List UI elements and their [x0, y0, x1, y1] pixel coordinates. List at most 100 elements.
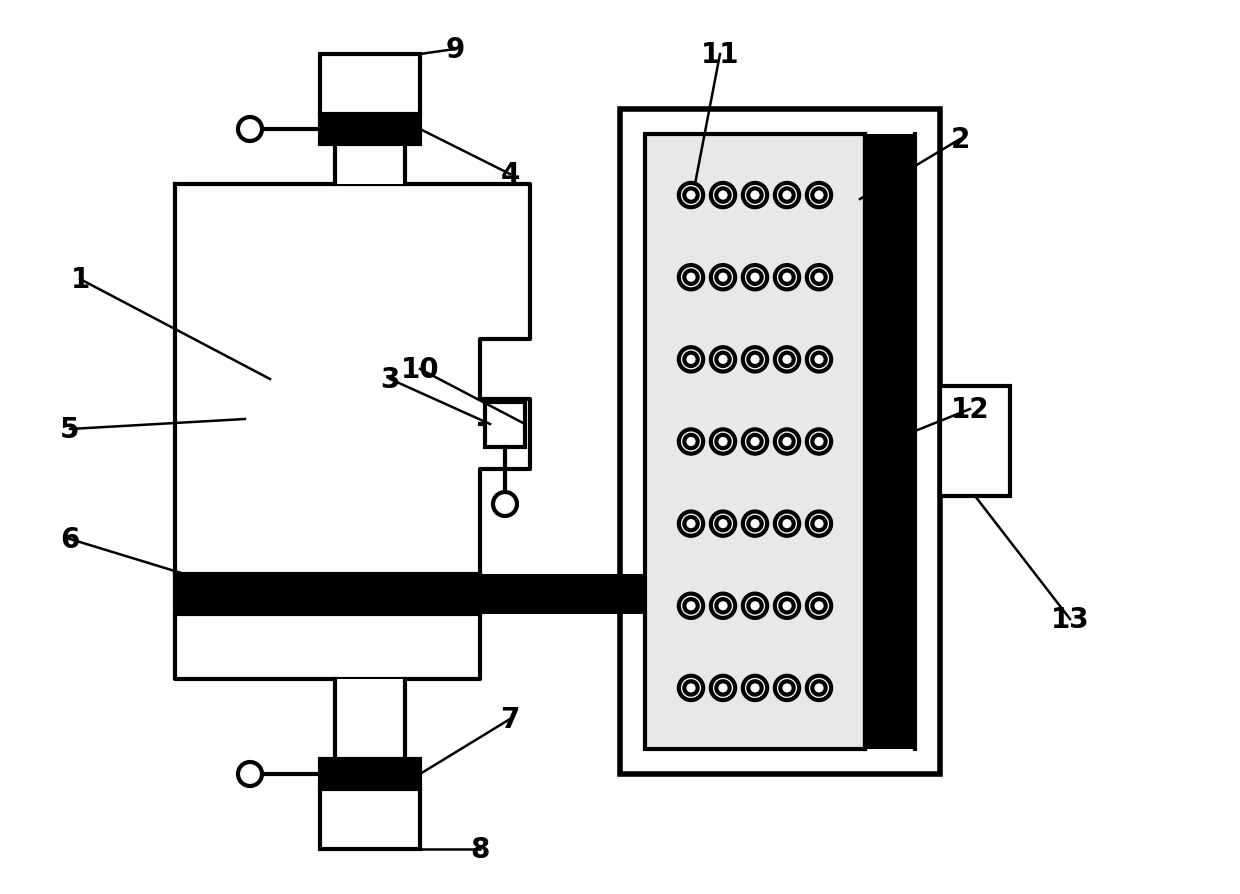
- Circle shape: [748, 353, 761, 367]
- Text: 5: 5: [61, 416, 79, 443]
- Circle shape: [717, 190, 729, 203]
- Circle shape: [684, 353, 698, 367]
- Circle shape: [812, 190, 826, 203]
- Text: 10: 10: [401, 356, 439, 384]
- Circle shape: [711, 430, 735, 454]
- Circle shape: [812, 271, 826, 284]
- Circle shape: [743, 512, 768, 536]
- Circle shape: [748, 600, 761, 612]
- Circle shape: [717, 435, 729, 449]
- Circle shape: [678, 430, 703, 454]
- Circle shape: [775, 183, 799, 208]
- Circle shape: [807, 266, 831, 290]
- Circle shape: [684, 600, 698, 612]
- Circle shape: [743, 594, 768, 619]
- Text: 9: 9: [445, 36, 465, 64]
- Circle shape: [711, 348, 735, 372]
- Circle shape: [807, 183, 831, 208]
- Text: 4: 4: [500, 161, 520, 189]
- Circle shape: [743, 183, 768, 208]
- Circle shape: [238, 763, 262, 786]
- Bar: [866, 135, 915, 749]
- Circle shape: [678, 512, 703, 536]
- Bar: [645, 135, 866, 749]
- Bar: [320, 114, 420, 145]
- Bar: [320, 55, 420, 145]
- Circle shape: [748, 681, 761, 695]
- Text: 12: 12: [951, 395, 990, 424]
- Circle shape: [775, 266, 799, 290]
- Text: 11: 11: [701, 41, 739, 69]
- Bar: [320, 759, 420, 789]
- Text: 2: 2: [950, 126, 970, 154]
- Circle shape: [678, 348, 703, 372]
- Circle shape: [775, 676, 799, 700]
- Circle shape: [743, 348, 768, 372]
- Circle shape: [780, 600, 794, 612]
- Circle shape: [743, 430, 768, 454]
- Circle shape: [812, 353, 826, 367]
- Circle shape: [711, 676, 735, 700]
- Circle shape: [807, 512, 831, 536]
- Bar: [335, 679, 405, 759]
- Circle shape: [678, 594, 703, 619]
- Circle shape: [775, 512, 799, 536]
- Circle shape: [717, 518, 729, 531]
- Circle shape: [684, 271, 698, 284]
- Circle shape: [678, 266, 703, 290]
- Circle shape: [780, 353, 794, 367]
- Circle shape: [748, 518, 761, 531]
- Circle shape: [780, 271, 794, 284]
- Circle shape: [494, 493, 517, 517]
- Circle shape: [238, 118, 262, 142]
- Circle shape: [717, 600, 729, 612]
- Circle shape: [711, 183, 735, 208]
- Bar: [320, 759, 420, 849]
- Polygon shape: [175, 185, 529, 679]
- Circle shape: [812, 600, 826, 612]
- Circle shape: [748, 271, 761, 284]
- Circle shape: [780, 518, 794, 531]
- Circle shape: [684, 681, 698, 695]
- Circle shape: [711, 512, 735, 536]
- Circle shape: [812, 435, 826, 449]
- Text: 6: 6: [61, 526, 79, 553]
- Bar: [335, 100, 405, 185]
- Text: 7: 7: [500, 705, 520, 733]
- Bar: [620, 110, 940, 774]
- Circle shape: [711, 266, 735, 290]
- Circle shape: [812, 681, 826, 695]
- Circle shape: [717, 271, 729, 284]
- Bar: [940, 386, 1011, 496]
- Circle shape: [678, 676, 703, 700]
- Circle shape: [775, 594, 799, 619]
- Text: 3: 3: [381, 366, 399, 393]
- Circle shape: [678, 183, 703, 208]
- Circle shape: [711, 594, 735, 619]
- Circle shape: [684, 435, 698, 449]
- Circle shape: [780, 681, 794, 695]
- Circle shape: [717, 353, 729, 367]
- Circle shape: [684, 190, 698, 203]
- Circle shape: [775, 348, 799, 372]
- Circle shape: [780, 435, 794, 449]
- Bar: [175, 574, 835, 614]
- Circle shape: [807, 594, 831, 619]
- Circle shape: [743, 266, 768, 290]
- Circle shape: [807, 676, 831, 700]
- Bar: [175, 574, 480, 614]
- Bar: [485, 402, 525, 448]
- Circle shape: [684, 518, 698, 531]
- Text: 13: 13: [1050, 605, 1089, 633]
- Circle shape: [807, 348, 831, 372]
- Circle shape: [743, 676, 768, 700]
- Text: 8: 8: [470, 835, 490, 863]
- Text: 1: 1: [71, 266, 89, 293]
- Circle shape: [748, 190, 761, 203]
- Circle shape: [807, 430, 831, 454]
- Circle shape: [780, 190, 794, 203]
- Circle shape: [748, 435, 761, 449]
- Circle shape: [775, 430, 799, 454]
- Circle shape: [717, 681, 729, 695]
- Circle shape: [812, 518, 826, 531]
